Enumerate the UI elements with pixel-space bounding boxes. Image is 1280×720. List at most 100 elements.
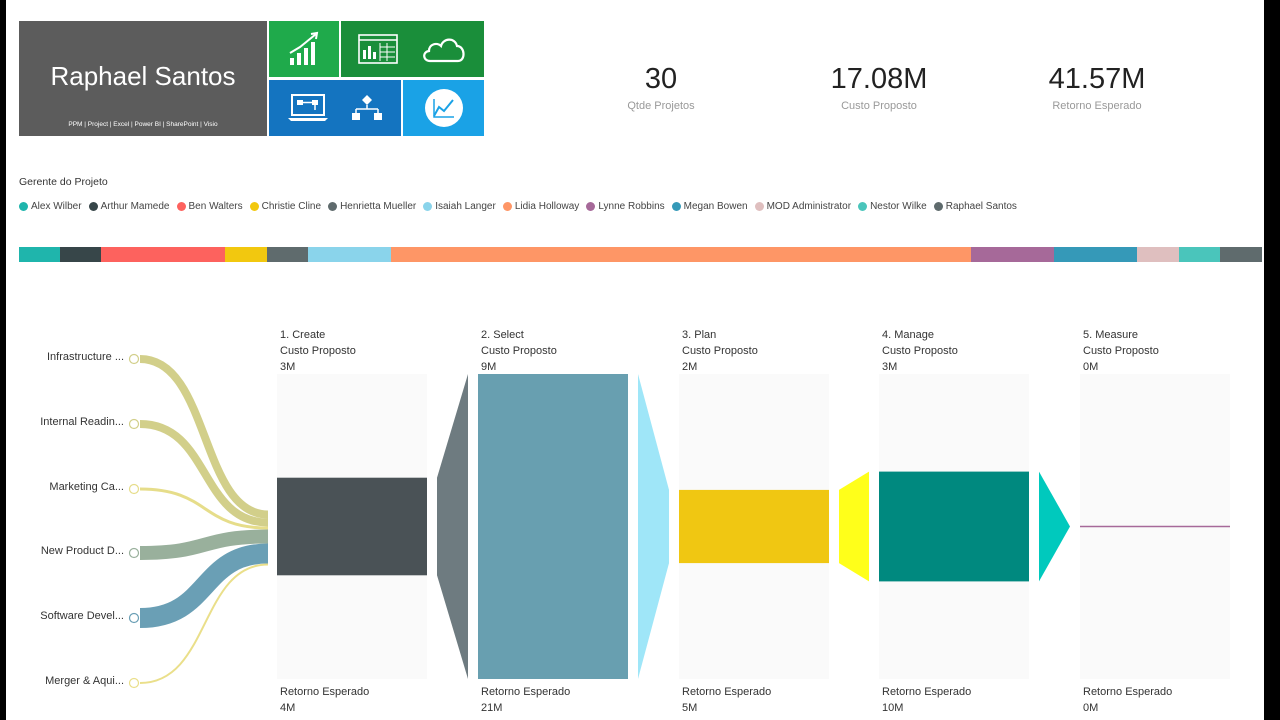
legend-item[interactable]: Henrietta Mueller xyxy=(328,201,416,212)
legend-dot-icon xyxy=(423,202,433,211)
stage-connector xyxy=(437,374,468,679)
hierarchy-icon xyxy=(352,95,382,120)
legend-item[interactable]: MOD Administrator xyxy=(754,201,851,212)
stage-return-label: Retorno Esperado xyxy=(882,686,972,698)
stage-cost-value: 3M xyxy=(280,361,296,373)
legend-item[interactable]: Isaiah Langer xyxy=(423,201,496,212)
legend-label: Ben Walters xyxy=(188,201,243,212)
kpi-value: 30 xyxy=(644,63,678,95)
category-ribbon xyxy=(139,529,269,560)
dashboard-cloud-tile[interactable] xyxy=(341,21,484,77)
stage-cost-value: 2M xyxy=(682,361,698,373)
legend-label: Christie Cline xyxy=(261,201,322,212)
stage-bar xyxy=(277,477,427,576)
category-label: Marketing Ca... xyxy=(49,481,124,493)
stage-bar xyxy=(679,489,829,564)
legend-dot-icon xyxy=(586,202,596,211)
stage-cost-label: Custo Proposto xyxy=(1083,345,1159,357)
legend-dot-icon xyxy=(176,202,186,211)
legend-item[interactable]: Nestor Wilke xyxy=(858,201,927,212)
legend-dot-icon xyxy=(502,202,512,211)
stage-return-value: 10M xyxy=(882,702,904,714)
stage-cost-value: 9M xyxy=(481,361,497,373)
stage-return-label: Retorno Esperado xyxy=(682,686,772,698)
kpi-label: Qtde Projetos xyxy=(627,100,695,112)
kpi-qtde-projetos: 30 Qtde Projetos xyxy=(561,63,761,112)
left-edge xyxy=(0,0,6,720)
stage-return-value: 21M xyxy=(481,702,503,714)
kpi-custo-proposto: 17.08M Custo Proposto xyxy=(779,63,979,112)
color-bar-segment[interactable] xyxy=(1219,247,1262,262)
color-bar-segment[interactable] xyxy=(1053,247,1137,262)
legend-label: Nestor Wilke xyxy=(870,201,927,212)
profile-name: Raphael Santos xyxy=(50,61,236,91)
legend-dot-icon xyxy=(858,202,868,211)
stage-return-value: 4M xyxy=(280,702,296,714)
stage-name: 2. Select xyxy=(481,329,524,341)
color-bar-segment[interactable] xyxy=(390,247,971,262)
profile-subtitle: PPM | Project | Excel | Power BI | Share… xyxy=(68,121,218,128)
legend-dot-icon xyxy=(88,202,98,211)
manager-color-bar[interactable] xyxy=(19,247,1262,262)
color-bar-segment[interactable] xyxy=(101,247,225,262)
color-bar-segment[interactable] xyxy=(970,247,1054,262)
category-ribbon xyxy=(139,420,269,527)
legend-label: Lynne Robbins xyxy=(598,201,665,212)
kpi-label: Retorno Esperado xyxy=(1052,100,1142,112)
legend-dot-icon xyxy=(249,202,259,211)
legend-item[interactable]: Megan Bowen xyxy=(671,201,748,212)
stage-return-value: 5M xyxy=(682,702,698,714)
color-bar-segment[interactable] xyxy=(1178,247,1220,262)
stage-name: 4. Manage xyxy=(882,329,934,341)
stage-cost-value: 0M xyxy=(1083,361,1099,373)
color-bar-segment[interactable] xyxy=(224,247,267,262)
legend-dot-icon xyxy=(754,202,764,211)
stage-cost-label: Custo Proposto xyxy=(481,345,557,357)
category-label: Merger & Aqui... xyxy=(45,675,124,687)
funnel-chart[interactable] xyxy=(0,300,1270,720)
category-dot-icon xyxy=(128,483,140,495)
profile-name-tile: Raphael Santos PPM | Project | Excel | P… xyxy=(19,21,267,136)
legend-item[interactable]: Lynne Robbins xyxy=(586,201,665,212)
color-bar-segment[interactable] xyxy=(19,247,60,262)
legend-item[interactable]: Lidia Holloway xyxy=(502,201,579,212)
color-bar-segment[interactable] xyxy=(266,247,308,262)
stage-cost-value: 3M xyxy=(882,361,898,373)
color-bar-segment[interactable] xyxy=(307,247,391,262)
legend-item[interactable]: Raphael Santos xyxy=(933,201,1017,212)
stage-name: 5. Measure xyxy=(1083,329,1139,341)
category-dot-icon xyxy=(128,612,140,624)
legend-label: Isaiah Langer xyxy=(435,201,496,212)
stage-cost-label: Custo Proposto xyxy=(882,345,958,357)
growth-chart-icon xyxy=(289,31,319,65)
category-label: Infrastructure ... xyxy=(46,351,124,363)
stage-connector xyxy=(638,374,669,679)
stage-connector xyxy=(839,471,869,582)
stage-connector xyxy=(1039,471,1070,582)
legend-item[interactable]: Arthur Mamede xyxy=(88,201,170,212)
color-bar-segment[interactable] xyxy=(1136,247,1179,262)
category-ribbon xyxy=(139,563,269,684)
stage-return-label: Retorno Esperado xyxy=(280,686,370,698)
legend-label: Arthur Mamede xyxy=(100,201,170,212)
right-edge xyxy=(1264,0,1280,720)
category-label: Software Devel... xyxy=(40,610,124,622)
analytics-tile[interactable] xyxy=(403,80,484,136)
stage-cost-label: Custo Proposto xyxy=(682,345,758,357)
legend-item[interactable]: Christie Cline xyxy=(249,201,322,212)
category-dot-icon xyxy=(128,547,140,559)
category-ribbon xyxy=(139,487,269,530)
stage-cost-label: Custo Proposto xyxy=(280,345,356,357)
category-dot-icon xyxy=(128,418,140,430)
workflow-tile[interactable] xyxy=(269,80,401,136)
stage-return-value: 0M xyxy=(1083,702,1099,714)
legend: Alex Wilber Arthur Mamede Ben Walters Chris… xyxy=(19,201,1024,212)
color-bar-segment[interactable] xyxy=(60,247,101,262)
legend-title: Gerente do Projeto xyxy=(19,176,108,188)
growth-chart-tile[interactable] xyxy=(269,21,339,77)
category-ribbon xyxy=(139,543,269,628)
stage-bar xyxy=(478,374,628,679)
legend-item[interactable]: Ben Walters xyxy=(176,201,243,212)
legend-item[interactable]: Alex Wilber xyxy=(19,201,82,212)
legend-label: Megan Bowen xyxy=(683,201,748,212)
